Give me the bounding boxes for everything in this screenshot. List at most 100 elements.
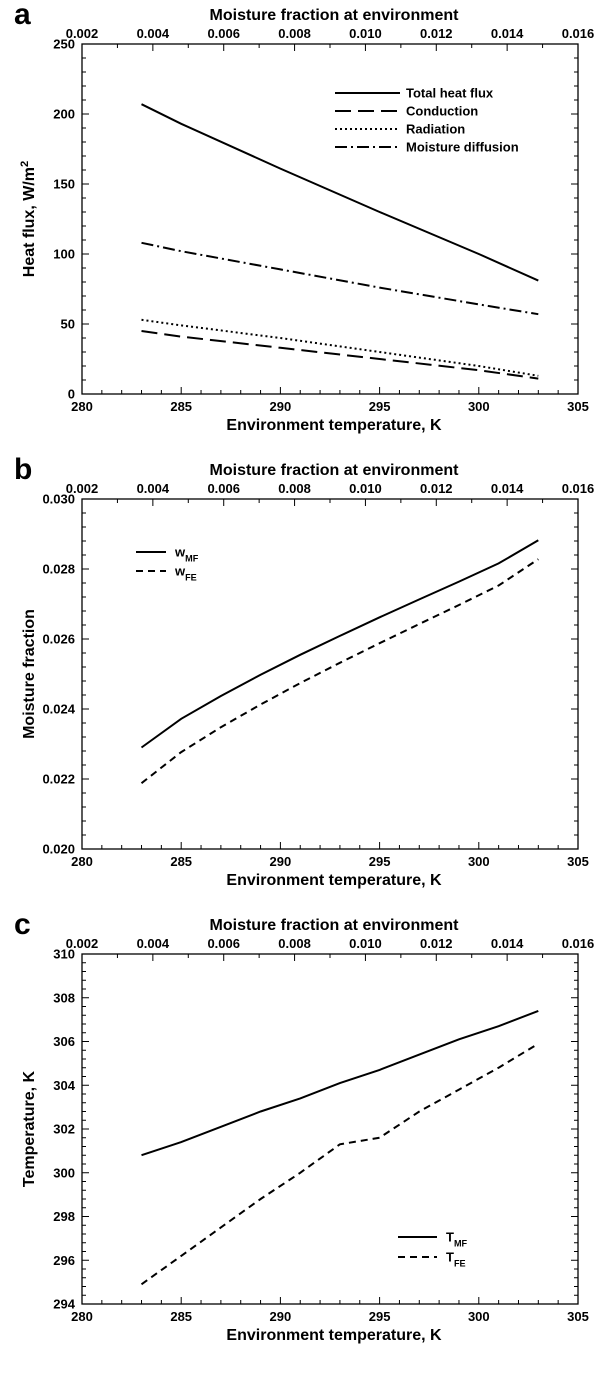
x-tick-label: 290 <box>270 1309 292 1324</box>
x-tick-label: 280 <box>71 399 93 414</box>
x2-tick-label: 0.002 <box>66 481 99 496</box>
series-line-4 <box>141 241 539 316</box>
x2-tick-label: 0.010 <box>349 481 382 496</box>
x-tick-label: 300 <box>468 399 490 414</box>
y-tick-label: 0.026 <box>42 632 75 647</box>
x2-tick-label: 0.006 <box>207 481 240 496</box>
x2-tick-label: 0.014 <box>491 936 524 951</box>
x2-axis-title: Moisture fraction at environment <box>210 7 460 24</box>
y-tick-label: 310 <box>53 947 75 962</box>
x2-tick-label: 0.002 <box>66 936 99 951</box>
y-axis-title: Heat flux, W/m2 <box>19 161 38 277</box>
x2-tick-label: 0.010 <box>349 936 382 951</box>
x2-tick-label: 0.012 <box>420 26 453 41</box>
y-axis-title: Temperature, K <box>21 1070 38 1187</box>
y-tick-label: 50 <box>61 317 75 332</box>
chart-panel-a: a 280 285 290 295 300 305 0.002 0.004 0.006 0.008 0… <box>14 0 594 434</box>
x-tick-label: 300 <box>468 1309 490 1324</box>
x-tick-label: 285 <box>170 399 192 414</box>
y-tick-label: 0.022 <box>42 772 75 787</box>
x2-tick-label: 0.016 <box>562 481 595 496</box>
x-tick-label: 285 <box>170 1309 192 1324</box>
y-axis-title: Moisture fraction <box>21 609 38 739</box>
legend-label: TFE <box>446 1250 466 1269</box>
x2-tick-label: 0.004 <box>137 936 170 951</box>
panel-letter: b <box>14 453 32 486</box>
x-axis-title: Environment temperature, K <box>226 417 442 434</box>
y-tick-label: 100 <box>53 247 75 262</box>
y-tick-label: 0.020 <box>42 842 75 857</box>
panel-letter: c <box>14 908 31 941</box>
y-tick-label: 0.028 <box>42 562 75 577</box>
y-tick-label: 294 <box>53 1297 75 1312</box>
y-tick-label: 298 <box>53 1209 75 1224</box>
y-tick-label: 0 <box>68 387 75 402</box>
y-tick-label: 306 <box>53 1034 75 1049</box>
plot-frame <box>81 43 579 395</box>
y-tick-label: 250 <box>53 37 75 52</box>
x-tick-label: 295 <box>369 399 391 414</box>
x2-tick-label: 0.010 <box>349 26 382 41</box>
x-tick-label: 290 <box>270 399 292 414</box>
x-tick-label: 280 <box>71 854 93 869</box>
y-tick-label: 300 <box>53 1165 75 1180</box>
x2-tick-label: 0.008 <box>278 936 311 951</box>
x2-axis-title: Moisture fraction at environment <box>210 462 460 479</box>
panel-letter: a <box>14 0 31 31</box>
x-tick-label: 295 <box>369 854 391 869</box>
legend-label: TMF <box>446 1230 468 1249</box>
chart-panel-c: c 280 285 290 295 300 305 0.002 0.004 0.006 0.008 0… <box>14 908 594 1344</box>
legend-label: wMF <box>174 545 199 564</box>
y-tick-label: 308 <box>53 990 75 1005</box>
x-axis-title: Environment temperature, K <box>226 1327 442 1344</box>
x2-axis-title: Moisture fraction at environment <box>210 917 460 934</box>
series-line-1 <box>141 103 539 282</box>
y-tick-label: 0.030 <box>42 492 75 507</box>
legend-label: Total heat flux <box>406 86 494 101</box>
legend-label: wFE <box>174 564 197 583</box>
series-line-2 <box>140 1042 539 1286</box>
x2-tick-label: 0.004 <box>137 481 170 496</box>
legend: Total heat flux Conduction Radiation Moistu… <box>335 86 519 155</box>
x2-tick-label: 0.012 <box>420 481 453 496</box>
x-tick-label: 280 <box>71 1309 93 1324</box>
series-line-2 <box>140 558 539 784</box>
x-tick-label: 305 <box>567 1309 589 1324</box>
series-line-3 <box>141 318 539 377</box>
chart-panel-b: b 280 285 290 295 300 305 0.002 0.004 0.006 0.008 0… <box>14 453 594 889</box>
x-tick-label: 300 <box>468 854 490 869</box>
series-line-1 <box>141 1009 539 1157</box>
x2-tick-label: 0.006 <box>207 936 240 951</box>
x2-tick-label: 0.016 <box>562 936 595 951</box>
x2-tick-label: 0.012 <box>420 936 453 951</box>
x2-tick-label: 0.008 <box>278 481 311 496</box>
x2-tick-label: 0.008 <box>278 26 311 41</box>
y-tick-label: 302 <box>53 1122 75 1137</box>
legend-label: Conduction <box>406 104 478 119</box>
x2-tick-label: 0.002 <box>66 26 99 41</box>
series-line-2 <box>141 330 539 380</box>
x2-tick-label: 0.014 <box>491 26 524 41</box>
y-tick-label: 304 <box>53 1078 75 1093</box>
x-tick-label: 290 <box>270 854 292 869</box>
x2-tick-label: 0.016 <box>562 26 595 41</box>
x-tick-label: 285 <box>170 854 192 869</box>
y-tick-label: 296 <box>53 1253 75 1268</box>
x-tick-label: 305 <box>567 854 589 869</box>
legend-label: Radiation <box>406 122 465 137</box>
y-tick-label: 200 <box>53 107 75 122</box>
x-tick-label: 305 <box>567 399 589 414</box>
x2-tick-label: 0.006 <box>207 26 240 41</box>
plot-frame <box>81 953 579 1305</box>
x2-tick-label: 0.004 <box>137 26 170 41</box>
legend-label: Moisture diffusion <box>406 140 519 155</box>
x-tick-label: 295 <box>369 1309 391 1324</box>
series-line-1 <box>140 539 539 749</box>
y-tick-label: 150 <box>53 177 75 192</box>
x2-tick-label: 0.014 <box>491 481 524 496</box>
x-axis-title: Environment temperature, K <box>226 872 442 889</box>
y-tick-label: 0.024 <box>42 702 75 717</box>
